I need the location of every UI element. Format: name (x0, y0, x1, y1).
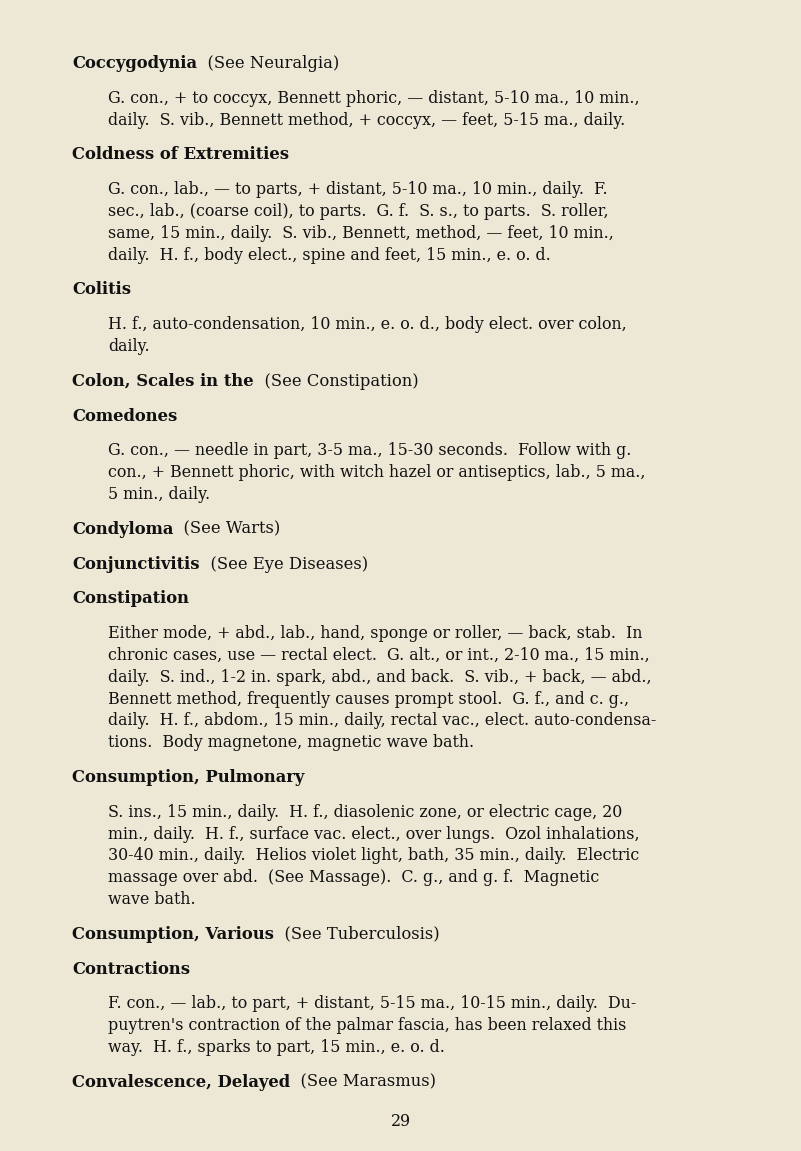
Text: S. ins., 15 min., daily.  H. f., diasolenic zone, or electric cage, 20: S. ins., 15 min., daily. H. f., diasolen… (108, 803, 622, 821)
Text: con., + Bennett phoric, with witch hazel or antiseptics, lab., 5 ma.,: con., + Bennett phoric, with witch hazel… (108, 464, 646, 481)
Text: way.  H. f., sparks to part, 15 min., e. o. d.: way. H. f., sparks to part, 15 min., e. … (108, 1039, 445, 1055)
Text: Consumption, Pulmonary: Consumption, Pulmonary (72, 769, 304, 786)
Text: (See Warts): (See Warts) (173, 520, 280, 538)
Text: Convalescence, Delayed: Convalescence, Delayed (72, 1074, 290, 1091)
Text: Comedones: Comedones (72, 407, 177, 425)
Text: Coccygodynia: Coccygodynia (72, 55, 197, 73)
Text: daily.  S. vib., Bennett method, + coccyx, — feet, 5-15 ma., daily.: daily. S. vib., Bennett method, + coccyx… (108, 112, 626, 129)
Text: Coldness of Extremities: Coldness of Extremities (72, 146, 289, 163)
Text: F. con., — lab., to part, + distant, 5-15 ma., 10-15 min., daily.  Du-: F. con., — lab., to part, + distant, 5-1… (108, 996, 636, 1013)
Text: Contractions: Contractions (72, 961, 190, 977)
Text: G. con., — needle in part, 3-5 ma., 15-30 seconds.  Follow with g.: G. con., — needle in part, 3-5 ma., 15-3… (108, 442, 631, 459)
Text: daily.: daily. (108, 338, 150, 355)
Text: Condyloma: Condyloma (72, 520, 173, 538)
Text: (See Eye Diseases): (See Eye Diseases) (199, 556, 368, 572)
Text: sec., lab., (coarse coil), to parts.  G. f.  S. s., to parts.  S. roller,: sec., lab., (coarse coil), to parts. G. … (108, 203, 609, 220)
Text: wave bath.: wave bath. (108, 891, 195, 908)
Text: Bennett method, frequently causes prompt stool.  G. f., and c. g.,: Bennett method, frequently causes prompt… (108, 691, 629, 708)
Text: tions.  Body magnetone, magnetic wave bath.: tions. Body magnetone, magnetic wave bat… (108, 734, 474, 752)
Text: Consumption, Various: Consumption, Various (72, 925, 274, 943)
Text: 5 min., daily.: 5 min., daily. (108, 486, 210, 503)
Text: (See Neuralgia): (See Neuralgia) (197, 55, 340, 73)
Text: same, 15 min., daily.  S. vib., Bennett, method, — feet, 10 min.,: same, 15 min., daily. S. vib., Bennett, … (108, 224, 614, 242)
Text: daily.  H. f., body elect., spine and feet, 15 min., e. o. d.: daily. H. f., body elect., spine and fee… (108, 246, 551, 264)
Text: Colon, Scales in the: Colon, Scales in the (72, 373, 254, 390)
Text: G. con., + to coccyx, Bennett phoric, — distant, 5-10 ma., 10 min.,: G. con., + to coccyx, Bennett phoric, — … (108, 90, 640, 107)
Text: puytren's contraction of the palmar fascia, has been relaxed this: puytren's contraction of the palmar fasc… (108, 1017, 626, 1035)
Text: chronic cases, use — rectal elect.  G. alt., or int., 2-10 ma., 15 min.,: chronic cases, use — rectal elect. G. al… (108, 647, 650, 664)
Text: 30-40 min., daily.  Helios violet light, bath, 35 min., daily.  Electric: 30-40 min., daily. Helios violet light, … (108, 847, 639, 864)
Text: (See Marasmus): (See Marasmus) (290, 1074, 436, 1091)
Text: G. con., lab., — to parts, + distant, 5-10 ma., 10 min., daily.  F.: G. con., lab., — to parts, + distant, 5-… (108, 181, 608, 198)
Text: Either mode, + abd., lab., hand, sponge or roller, — back, stab.  In: Either mode, + abd., lab., hand, sponge … (108, 625, 642, 642)
Text: daily.  S. ind., 1-2 in. spark, abd., and back.  S. vib., + back, — abd.,: daily. S. ind., 1-2 in. spark, abd., and… (108, 669, 652, 686)
Text: massage over abd.  (See Massage).  C. g., and g. f.  Magnetic: massage over abd. (See Massage). C. g., … (108, 869, 599, 886)
Text: min., daily.  H. f., surface vac. elect., over lungs.  Ozol inhalations,: min., daily. H. f., surface vac. elect.,… (108, 825, 640, 843)
Text: Constipation: Constipation (72, 590, 189, 608)
Text: Colitis: Colitis (72, 281, 131, 298)
Text: (See Constipation): (See Constipation) (254, 373, 418, 390)
Text: H. f., auto-condensation, 10 min., e. o. d., body elect. over colon,: H. f., auto-condensation, 10 min., e. o.… (108, 317, 626, 333)
Text: (See Tuberculosis): (See Tuberculosis) (274, 925, 440, 943)
Text: daily.  H. f., abdom., 15 min., daily, rectal vac., elect. auto-condensa-: daily. H. f., abdom., 15 min., daily, re… (108, 712, 656, 730)
Text: Conjunctivitis: Conjunctivitis (72, 556, 199, 572)
Text: 29: 29 (390, 1113, 411, 1130)
